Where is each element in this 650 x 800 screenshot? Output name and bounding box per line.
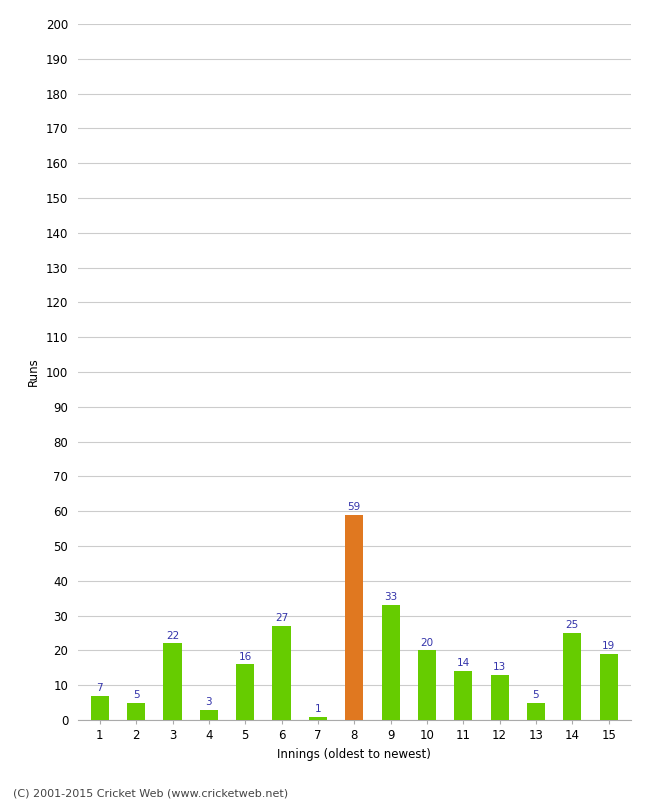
- Text: 20: 20: [421, 638, 434, 648]
- Text: 14: 14: [457, 658, 470, 669]
- Text: 13: 13: [493, 662, 506, 672]
- Bar: [127, 702, 145, 720]
- Text: (C) 2001-2015 Cricket Web (www.cricketweb.net): (C) 2001-2015 Cricket Web (www.cricketwe…: [13, 788, 288, 798]
- Bar: [527, 702, 545, 720]
- Text: 3: 3: [205, 697, 212, 706]
- Bar: [91, 696, 109, 720]
- Bar: [564, 633, 582, 720]
- Text: 25: 25: [566, 620, 579, 630]
- Y-axis label: Runs: Runs: [27, 358, 40, 386]
- Text: 7: 7: [96, 683, 103, 693]
- Bar: [309, 717, 327, 720]
- Text: 33: 33: [384, 592, 397, 602]
- X-axis label: Innings (oldest to newest): Innings (oldest to newest): [278, 747, 431, 761]
- Bar: [418, 650, 436, 720]
- Bar: [382, 605, 400, 720]
- Text: 1: 1: [315, 704, 321, 714]
- Text: 5: 5: [133, 690, 140, 700]
- Text: 59: 59: [348, 502, 361, 512]
- Bar: [454, 671, 473, 720]
- Text: 16: 16: [239, 651, 252, 662]
- Bar: [236, 664, 254, 720]
- Bar: [491, 674, 509, 720]
- Text: 27: 27: [275, 614, 288, 623]
- Text: 19: 19: [602, 641, 616, 651]
- Bar: [345, 514, 363, 720]
- Bar: [163, 643, 181, 720]
- Bar: [200, 710, 218, 720]
- Text: 5: 5: [533, 690, 540, 700]
- Bar: [599, 654, 618, 720]
- Text: 22: 22: [166, 630, 179, 641]
- Bar: [272, 626, 291, 720]
